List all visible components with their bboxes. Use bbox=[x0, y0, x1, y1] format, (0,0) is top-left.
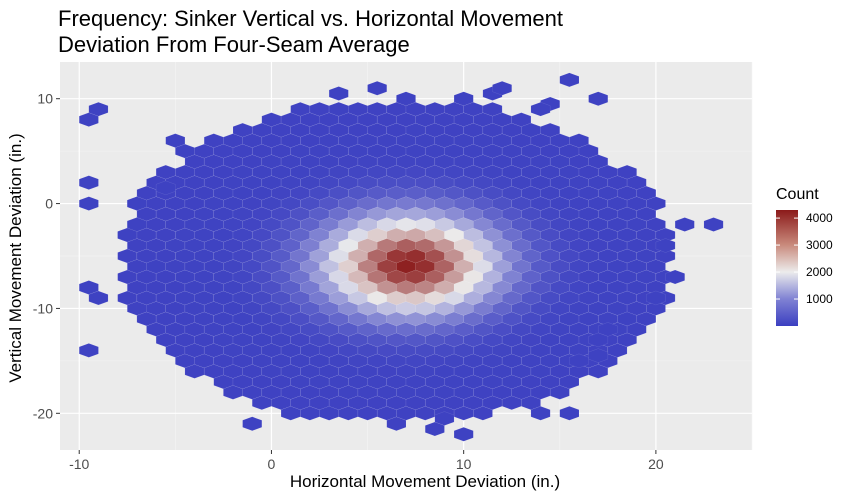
hexbin-cell bbox=[242, 416, 263, 431]
chart-title: Frequency: Sinker Vertical vs. Horizonta… bbox=[58, 6, 563, 31]
hexbin-cell bbox=[617, 311, 637, 327]
legend-tick-label: 2000 bbox=[806, 265, 833, 279]
hexbin-cell bbox=[617, 164, 637, 180]
hexbin-cell bbox=[588, 348, 609, 363]
x-tick-label: 10 bbox=[456, 456, 472, 472]
hexbin-cell bbox=[521, 122, 541, 138]
hexbin-cell bbox=[88, 101, 109, 117]
y-tick-label: -10 bbox=[33, 300, 53, 316]
legend-ticks: 1000 2000 3000 4000 bbox=[776, 211, 833, 306]
legend-tick-label: 1000 bbox=[806, 292, 833, 306]
hexbin-cell bbox=[79, 196, 99, 211]
x-tick-label: 20 bbox=[648, 456, 664, 472]
hexbin-cell bbox=[396, 91, 416, 106]
x-tick-label: -10 bbox=[69, 456, 89, 472]
hexbin-cell bbox=[703, 217, 724, 232]
hexbin-cell bbox=[146, 259, 166, 274]
hexbin-cell bbox=[482, 101, 503, 117]
hexbin-cell bbox=[588, 91, 609, 106]
hexbin-cell bbox=[569, 133, 589, 148]
y-tick-label: 0 bbox=[45, 196, 53, 212]
legend-title: Count bbox=[776, 186, 819, 203]
x-axis: -10 0 10 20 bbox=[69, 450, 664, 472]
hexbin-cell bbox=[117, 227, 138, 243]
hexbin-cell bbox=[319, 406, 339, 421]
hexbin-cell bbox=[367, 81, 387, 96]
hexbin-cell bbox=[559, 72, 580, 88]
y-axis: 10 0 -10 -20 bbox=[33, 91, 60, 421]
hexbin-cell bbox=[155, 180, 176, 196]
hexbin-cell bbox=[280, 406, 301, 421]
y-tick-label: -20 bbox=[33, 405, 53, 421]
chart-subtitle: Deviation From Four-Seam Average bbox=[58, 32, 410, 57]
hexbin-cell bbox=[674, 217, 695, 232]
y-axis-title: Vertical Movement Deviation (in.) bbox=[6, 133, 25, 383]
hexbin-cell bbox=[530, 406, 551, 421]
hexbin-cell bbox=[655, 238, 676, 253]
hexbin-layer bbox=[79, 72, 724, 442]
x-tick-label: 0 bbox=[268, 456, 276, 472]
hexbin-cell bbox=[127, 196, 147, 211]
hexbin-cell bbox=[88, 290, 109, 306]
legend-tick-label: 4000 bbox=[806, 211, 833, 225]
x-axis-title: Horizontal Movement Deviation (in.) bbox=[289, 472, 561, 491]
hexbin-cell bbox=[79, 175, 99, 190]
hexbin-cell bbox=[588, 332, 609, 348]
hexbin-cell bbox=[646, 290, 666, 306]
hexbin-cell bbox=[453, 427, 474, 442]
hexbin-cell bbox=[569, 353, 589, 369]
hexbin-cell bbox=[425, 421, 445, 437]
hexbin-cell bbox=[79, 343, 99, 358]
hexbin-cell bbox=[492, 81, 512, 96]
legend-colorbar bbox=[776, 210, 798, 326]
hexbin-cell bbox=[453, 91, 474, 106]
hexbin-cell bbox=[328, 86, 349, 101]
hexbin-cell bbox=[175, 143, 195, 159]
y-tick-label: 10 bbox=[37, 91, 53, 107]
hexbin-cell bbox=[559, 406, 580, 421]
legend-tick-label: 3000 bbox=[806, 238, 833, 252]
hexbin-cell bbox=[665, 269, 685, 285]
hexbin-cell bbox=[530, 101, 551, 117]
hexbin-cell bbox=[328, 101, 349, 117]
